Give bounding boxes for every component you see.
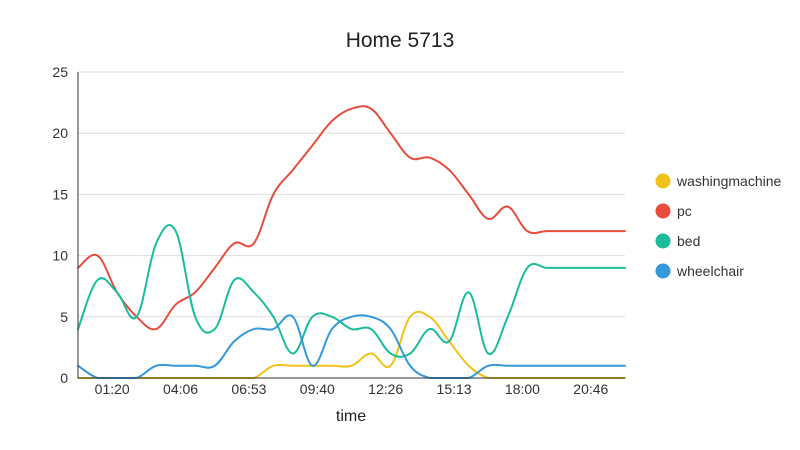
y-tick-label-5: 25 <box>52 64 68 80</box>
x-tick-label-1: 04:06 <box>163 381 198 397</box>
x-tick-label-3: 09:40 <box>300 381 335 397</box>
x-tick-label-2: 06:53 <box>231 381 266 397</box>
legend-swatch-pc <box>656 204 671 219</box>
x-tick-label-6: 18:00 <box>505 381 540 397</box>
chart-title: Home 5713 <box>346 29 455 52</box>
x-tick-label-5: 15:13 <box>437 381 472 397</box>
y-tick-label-2: 10 <box>52 248 68 264</box>
legend-label-wheelchair: wheelchair <box>676 263 744 279</box>
y-tick-label-4: 20 <box>52 125 68 141</box>
x-tick-label-4: 12:26 <box>368 381 403 397</box>
legend-swatch-wheelchair <box>656 264 671 279</box>
legend-label-washingmachine: washingmachine <box>676 173 781 189</box>
x-tick-label-0: 01:20 <box>95 381 130 397</box>
y-tick-label-0: 0 <box>60 370 68 386</box>
legend-label-bed: bed <box>677 233 700 249</box>
legend-label-pc: pc <box>677 203 692 219</box>
legend-swatch-washingmachine <box>656 174 671 189</box>
y-tick-label-1: 5 <box>60 309 68 325</box>
legend-swatch-bed <box>656 234 671 249</box>
y-tick-label-3: 15 <box>52 186 68 202</box>
x-axis-title: time <box>336 408 366 425</box>
x-tick-label-7: 20:46 <box>573 381 608 397</box>
